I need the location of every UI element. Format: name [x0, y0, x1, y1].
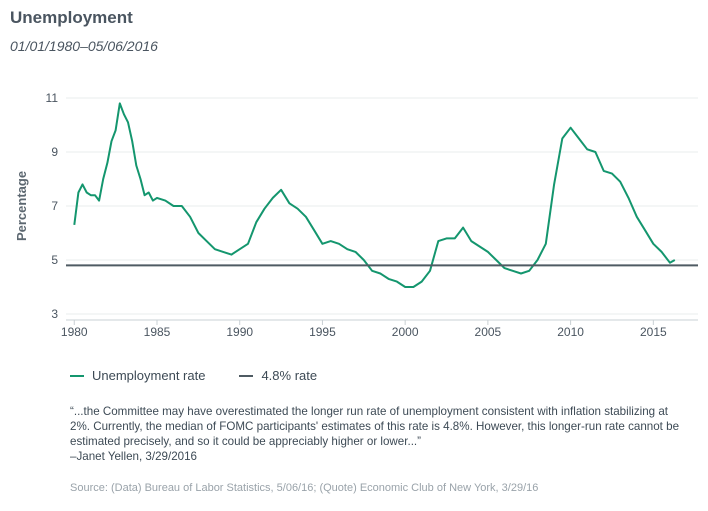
legend-swatch-unemployment-rate [70, 374, 84, 377]
source-note: Source: (Data) Bureau of Labor Statistic… [70, 482, 539, 494]
legend-label-4-8-rate: 4.8% rate [261, 368, 318, 383]
y-tick-labels: 3 5 7 9 11 [46, 91, 59, 321]
legend-swatch-4-8-rate [239, 374, 254, 377]
x-tick-label: 1995 [309, 325, 336, 339]
x-tick-label: 1980 [61, 325, 88, 339]
grid-layer [66, 97, 698, 321]
chart-subtitle: 01/01/1980–05/06/2016 [10, 38, 158, 54]
x-tick-label: 1985 [144, 325, 171, 339]
y-tick-label: 9 [51, 145, 58, 159]
y-tick-label: 11 [46, 91, 59, 105]
x-tick-label: 2005 [475, 325, 502, 339]
quote-text: “...the Committee may have overestimated… [70, 405, 680, 448]
x-tick-labels: 1980 1985 1990 1995 2000 2005 2010 2015 [61, 320, 667, 339]
legend-item-4-8-rate: 4.8% rate [239, 368, 317, 383]
y-tick-label: 5 [51, 253, 58, 267]
quote-attribution: –Janet Yellen, 3/29/2016 [70, 450, 198, 463]
series-layer [66, 102, 698, 288]
x-tick-label: 2010 [557, 325, 584, 339]
x-tick-label: 1990 [226, 325, 253, 339]
legend-item-unemployment-rate: Unemployment rate [70, 368, 205, 383]
y-axis-label: Percentage [14, 171, 29, 241]
y-tick-label: 3 [51, 307, 58, 321]
x-tick-label: 2015 [640, 325, 667, 339]
x-tick-label: 2000 [392, 325, 419, 339]
legend-label-unemployment-rate: Unemployment rate [92, 368, 206, 383]
series-line-unemployment-rate [73, 102, 676, 288]
y-tick-label: 7 [51, 199, 58, 213]
legend: Unemployment rate 4.8% rate [70, 368, 351, 383]
chart-title: Unemployment [10, 8, 133, 27]
yellen-quote: “...the Committee may have overestimated… [70, 404, 690, 464]
